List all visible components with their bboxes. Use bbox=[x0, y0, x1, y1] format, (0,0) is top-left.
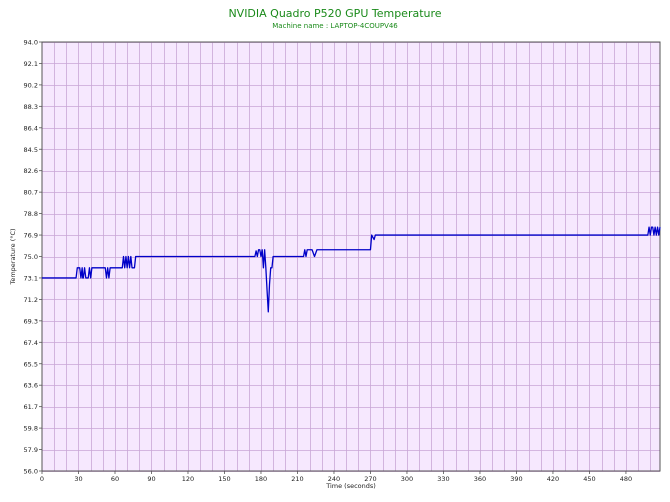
y-tick-label: 73.1 bbox=[24, 274, 38, 282]
x-tick-label: 90 bbox=[147, 475, 155, 483]
y-tick-label: 61.7 bbox=[24, 403, 38, 411]
x-tick-label: 390 bbox=[510, 475, 522, 483]
y-tick-label: 65.5 bbox=[24, 360, 38, 368]
x-tick-label: 330 bbox=[437, 475, 449, 483]
x-tick-label: 240 bbox=[328, 475, 340, 483]
x-axis-ticks: 0 30 60 90 120 150 180 210 240 270 300 330 360 390 420… bbox=[40, 471, 632, 483]
y-tick-label: 57.9 bbox=[24, 446, 38, 454]
x-tick-label: 0 bbox=[40, 475, 44, 483]
series-line bbox=[42, 226, 661, 313]
y-tick-label: 56.0 bbox=[24, 468, 38, 476]
y-tick-label: 78.8 bbox=[24, 210, 38, 218]
chart-title: NVIDIA Quadro P520 GPU Temperature bbox=[228, 7, 442, 20]
y-axis-ticks: 56.0 57.9 59.8 61.7 63.6 65.5 67.4 69.3 71.2 73.1… bbox=[24, 39, 42, 476]
y-axis-label: Temperature (°C) bbox=[9, 228, 17, 285]
series-layer bbox=[42, 226, 661, 313]
y-tick-label: 67.4 bbox=[24, 339, 38, 347]
y-tick-label: 94.0 bbox=[24, 39, 38, 47]
y-tick-label: 63.6 bbox=[24, 382, 38, 390]
y-tick-label: 86.4 bbox=[24, 124, 38, 132]
y-tick-label: 82.6 bbox=[24, 167, 38, 175]
y-tick-label: 80.7 bbox=[24, 189, 38, 197]
y-tick-label: 90.2 bbox=[24, 81, 38, 89]
y-tick-label: 76.9 bbox=[24, 232, 38, 240]
y-tick-label: 59.8 bbox=[24, 425, 38, 433]
x-tick-label: 120 bbox=[182, 475, 194, 483]
chart-subtitle: Machine name : LAPTOP-4COUPV46 bbox=[272, 22, 398, 30]
x-tick-label: 150 bbox=[218, 475, 230, 483]
y-tick-label: 92.1 bbox=[24, 60, 38, 68]
y-tick-label: 84.5 bbox=[24, 146, 38, 154]
x-tick-label: 180 bbox=[255, 475, 267, 483]
x-tick-label: 300 bbox=[401, 475, 413, 483]
x-axis-label: Time (seconds) bbox=[325, 482, 376, 490]
x-tick-label: 30 bbox=[74, 475, 82, 483]
y-tick-label: 71.2 bbox=[24, 296, 38, 304]
x-tick-label: 480 bbox=[620, 475, 632, 483]
y-tick-label: 75.0 bbox=[24, 253, 38, 261]
x-tick-label: 420 bbox=[547, 475, 559, 483]
y-tick-label: 69.3 bbox=[24, 317, 38, 325]
x-tick-label: 360 bbox=[474, 475, 486, 483]
x-tick-label: 60 bbox=[111, 475, 119, 483]
x-tick-label: 210 bbox=[291, 475, 303, 483]
y-tick-label: 88.3 bbox=[24, 103, 38, 111]
x-tick-label: 270 bbox=[364, 475, 376, 483]
x-tick-label: 450 bbox=[583, 475, 595, 483]
